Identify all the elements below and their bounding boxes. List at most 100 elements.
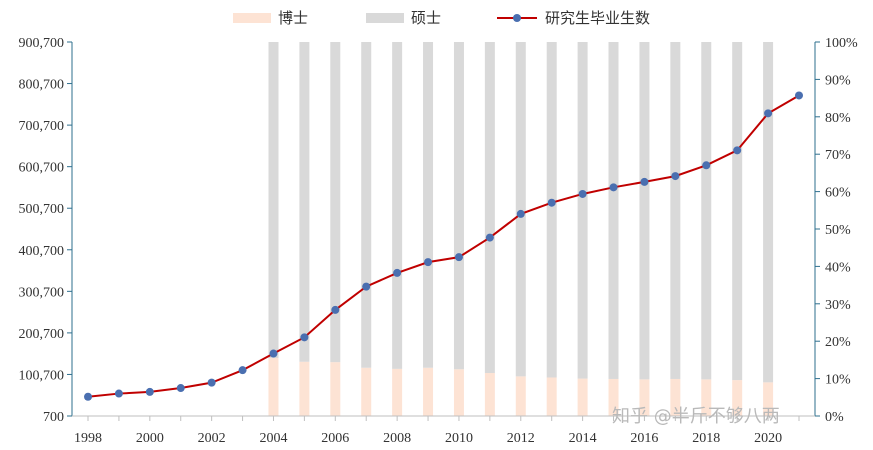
y-left-tick-label: 700 — [43, 410, 64, 425]
graduates-point-2004 — [269, 349, 278, 358]
doctor-bar-2015 — [608, 378, 619, 416]
master-bar-2017 — [670, 42, 681, 379]
master-bar-2013 — [546, 42, 557, 378]
y-left-tick-label: 900,700 — [19, 36, 65, 51]
y-left-tick-label: 300,700 — [19, 285, 65, 300]
graduates-point-2017 — [671, 172, 680, 181]
doctor-bar-2013 — [546, 377, 557, 416]
graduates-point-2007 — [362, 282, 371, 291]
graduates-point-2009 — [424, 258, 433, 267]
doctor-bar-2020 — [763, 382, 774, 416]
graduates-point-2001 — [176, 384, 185, 393]
doctor-bar-2006 — [330, 362, 341, 416]
y-right-tick-label: 10% — [825, 373, 851, 388]
graduates-point-2014 — [578, 189, 587, 198]
master-bar-2008 — [392, 42, 403, 369]
graduates-line-path — [87, 94, 800, 398]
graduates-point-2020 — [764, 109, 773, 118]
y-right-tick-label: 60% — [825, 186, 851, 201]
watermark-text: 知乎 @半斤不够八两 — [612, 406, 780, 427]
x-tick-label: 2016 — [630, 431, 658, 446]
x-tick-label: 1998 — [74, 431, 102, 446]
doctor-bar-2004 — [268, 358, 279, 416]
doctor-bar-2012 — [515, 376, 526, 416]
legend-label-master: 硕士 — [411, 9, 441, 27]
graduates-point-2003 — [238, 366, 247, 375]
graduates-point-2021 — [795, 91, 803, 100]
graduates-point-2005 — [300, 333, 309, 342]
master-bar-2019 — [732, 42, 743, 381]
graduates-point-2000 — [145, 387, 154, 396]
legend-swatch-master — [366, 13, 404, 23]
graduates-point-2018 — [702, 161, 711, 170]
x-tick-label: 2000 — [136, 431, 164, 446]
y-right-tick-label: 100% — [825, 36, 858, 51]
graduates-point-1998 — [84, 392, 92, 401]
graduates-point-2016 — [640, 177, 649, 186]
y-left-tick-label: 100,700 — [19, 368, 65, 383]
master-bar-2006 — [330, 42, 341, 363]
x-tick-label: 2014 — [569, 431, 597, 446]
master-bar-2014 — [577, 42, 588, 379]
axes: 900,700 800,700 700,700 600,700 500,700 400,7… — [19, 36, 859, 446]
doctor-bar-2018 — [701, 379, 712, 416]
x-tick-label: 2004 — [259, 431, 287, 446]
x-tick-label: 2010 — [445, 431, 473, 446]
x-tick-label: 2002 — [198, 431, 226, 446]
master-bar-2012 — [515, 42, 526, 377]
doctor-bar-2009 — [423, 367, 434, 416]
doctor-bar-2008 — [392, 368, 403, 416]
y-right-tick-label: 20% — [825, 335, 851, 350]
graduates-line — [84, 91, 803, 401]
legend: 博士 硕士 研究生毕业生数 — [233, 9, 650, 27]
master-bar-2007 — [361, 42, 372, 368]
legend-label-graduates: 研究生毕业生数 — [545, 9, 650, 27]
doctor-bar-2019 — [732, 380, 743, 416]
y-left-tick-label: 500,700 — [19, 202, 65, 217]
master-bar-2009 — [423, 42, 434, 368]
doctor-bar-2007 — [361, 367, 372, 416]
doctor-bar-2005 — [299, 361, 310, 416]
graduates-point-2011 — [485, 233, 494, 242]
graduates-point-2012 — [516, 209, 525, 218]
graduates-point-2013 — [547, 198, 556, 207]
x-tick-label: 2018 — [692, 431, 720, 446]
graduates-point-2008 — [393, 268, 402, 277]
y-right-tick-label: 70% — [825, 148, 851, 163]
graduates-point-2006 — [331, 305, 340, 314]
legend-swatch-doctor — [233, 13, 271, 23]
doctor-bar-2016 — [639, 379, 650, 416]
legend-marker-graduates — [513, 14, 521, 22]
y-right-tick-label: 30% — [825, 298, 851, 313]
master-bar-2016 — [639, 42, 650, 380]
y-right-tick-label: 90% — [825, 73, 851, 88]
master-bar-2015 — [608, 42, 619, 379]
y-right-tick-label: 50% — [825, 223, 851, 238]
y-left-tick-label: 700,700 — [19, 119, 65, 134]
y-right-tick-label: 0% — [825, 410, 844, 425]
doctor-bar-2017 — [670, 378, 681, 416]
y-right-tick-label: 80% — [825, 111, 851, 126]
master-bar-2005 — [299, 42, 310, 362]
x-tick-label: 2006 — [321, 431, 349, 446]
doctor-bar-2014 — [577, 378, 588, 416]
master-bar-2011 — [484, 42, 495, 373]
y-left-tick-label: 800,700 — [19, 78, 65, 93]
share-bars — [268, 42, 774, 416]
graduates-point-2002 — [207, 378, 216, 387]
master-bar-2004 — [268, 42, 279, 359]
x-tick-label: 2012 — [507, 431, 535, 446]
legend-label-doctor: 博士 — [278, 9, 308, 27]
graduates-point-2015 — [609, 183, 618, 192]
master-bar-2010 — [453, 42, 464, 370]
y-left-tick-label: 600,700 — [19, 161, 65, 176]
y-left-tick-label: 400,700 — [19, 244, 65, 259]
y-right-tick-label: 40% — [825, 260, 851, 275]
master-bar-2018 — [701, 42, 712, 380]
y-left-tick-label: 200,700 — [19, 327, 65, 342]
x-tick-label: 2020 — [754, 431, 782, 446]
graduates-point-2019 — [733, 146, 742, 155]
x-tick-label: 2008 — [383, 431, 411, 446]
graduates-point-2010 — [454, 253, 463, 262]
